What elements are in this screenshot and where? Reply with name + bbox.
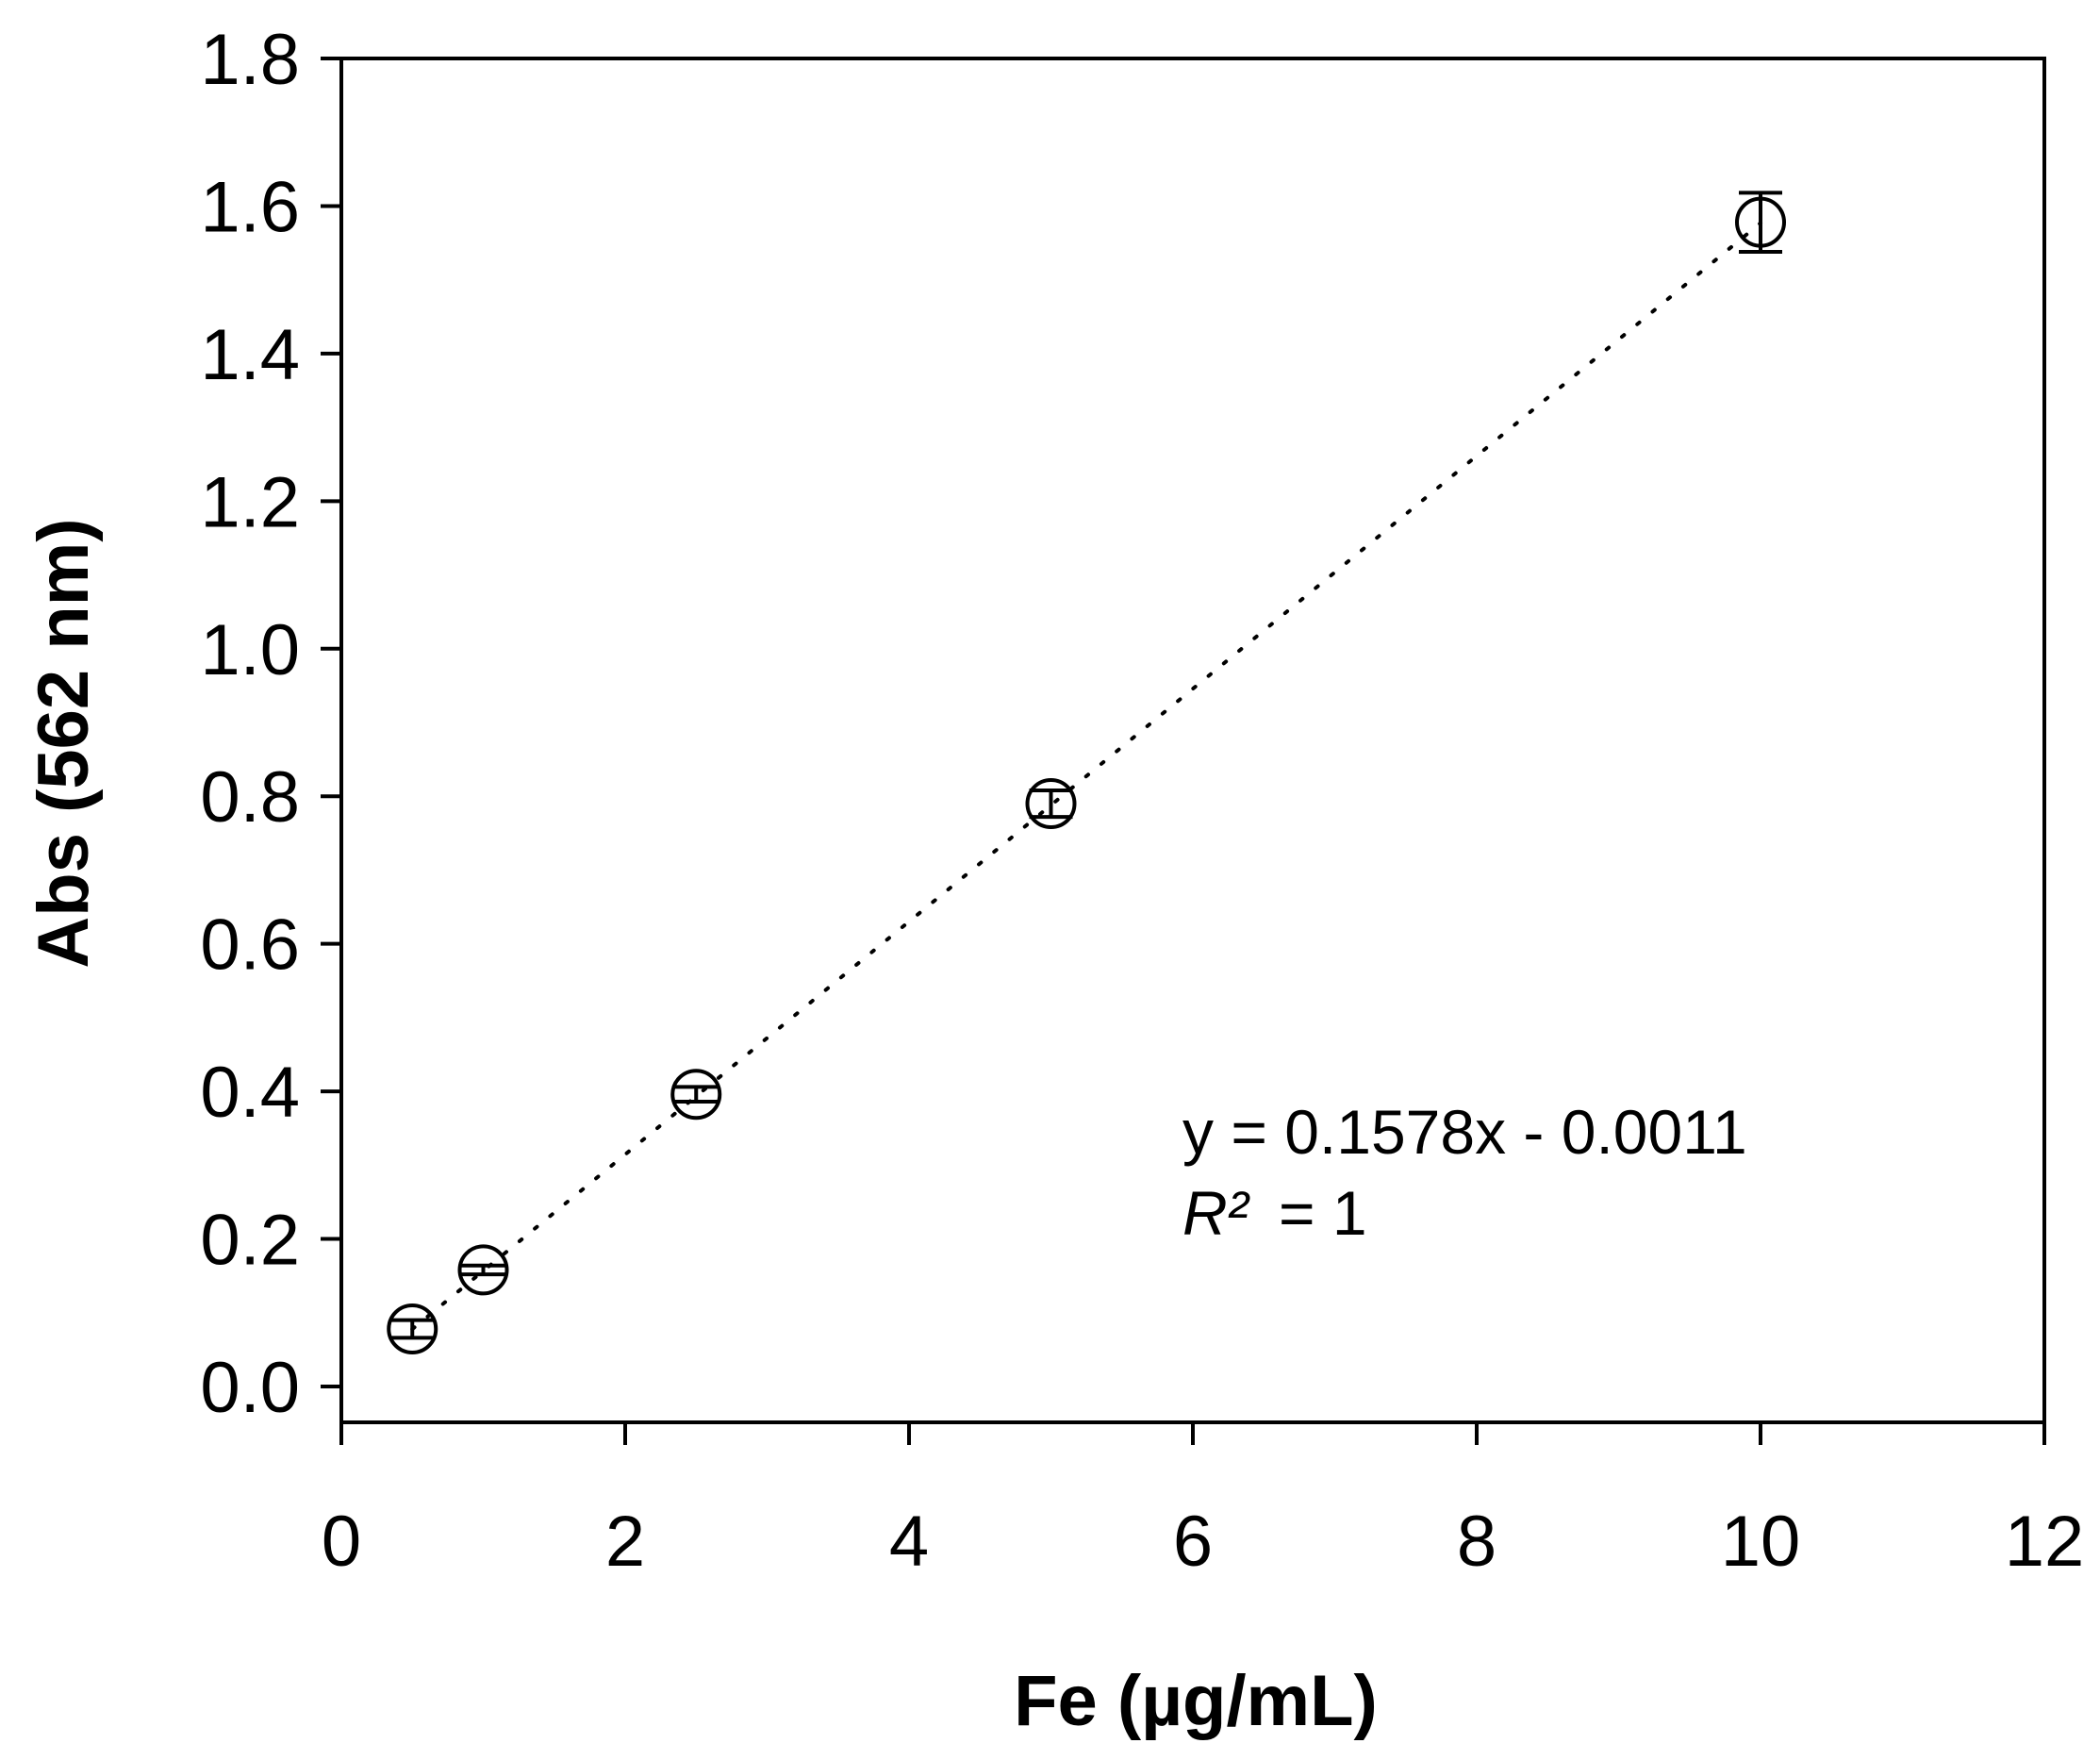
y-tick-label: 0.6 [200,905,300,986]
trendline [410,221,1762,1332]
y-tick-label: 0.4 [200,1053,300,1133]
data-point-marker [1735,196,1786,248]
x-tick-label: 8 [1457,1502,1496,1582]
x-axis-ticks: 0 2 4 6 8 10 12 [322,1422,2084,1582]
y-tick-label: 0.0 [200,1348,300,1428]
data-point [387,1303,438,1354]
y-tick-label: 1.8 [200,20,300,100]
data-point-marker [457,1244,509,1296]
data-point [457,1244,509,1296]
r-squared-value: = 1 [1279,1178,1367,1248]
y-tick-label: 1.6 [200,167,300,247]
x-tick-label: 2 [605,1502,645,1582]
y-tick-label: 0.8 [200,757,300,838]
data-point-marker [387,1303,438,1354]
y-axis-title: Abs (562 nm) [24,518,104,968]
r-squared-annotation: R² = 1 [1182,1178,1367,1248]
data-point [1735,191,1786,254]
y-axis-ticks: 0.0 0.2 0.4 0.6 0.8 1.0 1.2 1.4 1.6 1.8 [200,20,341,1428]
trendline-group [410,221,1762,1332]
y-tick-label: 1.0 [200,610,300,690]
x-tick-label: 4 [889,1502,929,1582]
data-points [387,191,1786,1354]
data-point [1025,778,1077,830]
y-tick-label: 1.2 [200,462,300,542]
data-point [670,1069,722,1121]
data-point-marker [670,1069,722,1121]
y-tick-label: 1.4 [200,315,300,395]
x-tick-label: 12 [2005,1502,2085,1582]
r-squared-symbol: R² [1182,1178,1250,1248]
data-point-marker [1025,778,1077,830]
x-tick-label: 6 [1173,1502,1213,1582]
trendline-equation: y = 0.1578x - 0.0011 [1182,1097,1747,1167]
y-tick-label: 0.2 [200,1201,300,1281]
x-tick-label: 10 [1721,1502,1801,1582]
x-axis-title: Fe (µg/mL) [1014,1661,1378,1741]
x-tick-label: 0 [322,1502,361,1582]
